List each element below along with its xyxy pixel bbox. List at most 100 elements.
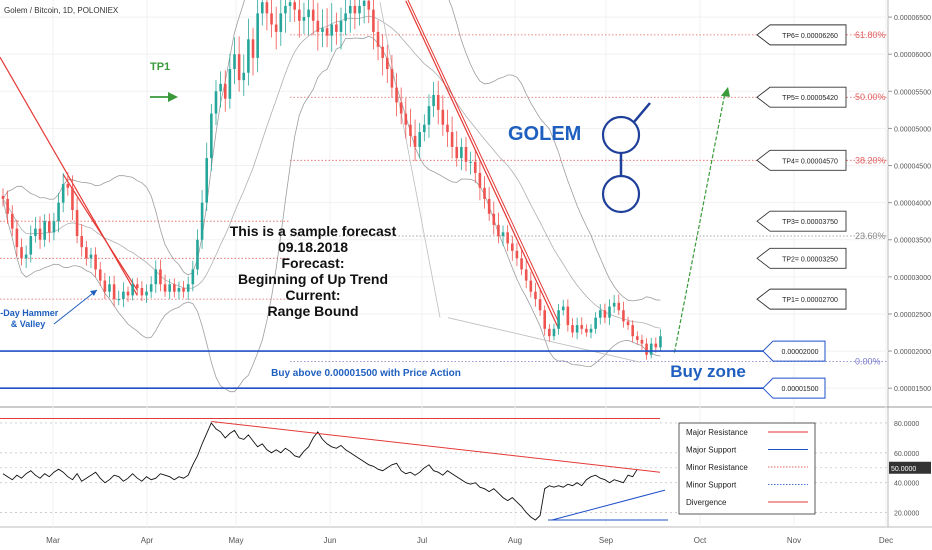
trend-lines	[0, 0, 641, 363]
price-tick-label: 0.00004000	[894, 201, 931, 208]
candle-body	[501, 232, 505, 237]
time-tick-label: Apr	[141, 536, 154, 545]
candle-body	[302, 17, 306, 21]
candle-body	[38, 228, 42, 240]
candle-body	[385, 57, 389, 70]
buy-zone-upper-tag	[762, 340, 826, 362]
candle-body	[48, 221, 51, 233]
candle-body	[196, 239, 199, 270]
candle-body	[325, 28, 329, 36]
time-tick-label: Nov	[787, 536, 801, 545]
candle-body	[85, 247, 88, 259]
legend-label: Divergence	[686, 498, 727, 507]
candle-body	[640, 339, 644, 344]
resistance-line-early	[0, 56, 138, 296]
candle-body	[219, 83, 222, 92]
candle-body	[52, 221, 56, 233]
fib-label: 0.00%	[855, 356, 881, 366]
candle-body	[575, 325, 579, 333]
candle-body	[566, 306, 570, 326]
candle-body	[372, 9, 375, 32]
candle-body	[228, 69, 232, 99]
time-tick-label: Dec	[879, 536, 893, 545]
candle-body	[511, 243, 514, 251]
time-tick-label: Jun	[324, 536, 337, 545]
support-line-gray	[447, 317, 641, 363]
golem-logo	[601, 102, 651, 214]
candle-body	[409, 124, 412, 136]
candle-body	[126, 291, 130, 296]
candle-body	[390, 69, 394, 88]
candle-body	[395, 87, 398, 103]
candle-body	[210, 113, 213, 159]
candle-body	[483, 187, 486, 199]
candle-body	[446, 124, 449, 133]
candle-body	[423, 124, 426, 133]
candle-body	[191, 269, 195, 285]
target-callout-label: TP4= 0.00004570	[782, 158, 838, 165]
buy-zone-lower-tag-label: 0.00001500	[782, 386, 819, 393]
buy-zone-lower-tag	[762, 377, 826, 399]
resistance-line-march	[62, 174, 138, 291]
candle-body	[293, 2, 296, 10]
candle-body	[344, 13, 347, 21]
price-tick-label: 0.00004500	[894, 164, 931, 171]
candle-body	[159, 269, 162, 285]
target-callout	[756, 86, 847, 108]
hammer-pointer	[53, 289, 98, 325]
projection-arrow-head	[721, 86, 730, 97]
candle-body	[284, 5, 287, 14]
target-callout	[756, 288, 847, 310]
candle-body	[557, 310, 560, 329]
candle-body	[469, 161, 472, 163]
legend-label: Minor Support	[686, 481, 737, 490]
target-callout	[756, 149, 847, 171]
indicator-current-value: 50.0000	[891, 466, 916, 473]
candle-body	[659, 336, 662, 348]
candle-body	[335, 24, 338, 32]
candle-body	[381, 46, 384, 58]
candle-body	[260, 2, 264, 14]
target-callout-label: TP1= 0.00002700	[782, 297, 838, 304]
candle-body	[427, 106, 431, 125]
candle-body	[418, 132, 421, 147]
candle-body	[455, 146, 459, 159]
candle-body	[24, 254, 28, 259]
legend-label: Minor Resistance	[686, 463, 748, 472]
candle-body	[279, 13, 283, 32]
candle-body	[288, 2, 292, 6]
candle-body	[223, 83, 227, 99]
candle-body	[168, 284, 171, 292]
projection-arrow-line	[673, 92, 726, 353]
lower-band	[2, 35, 661, 393]
candle-body	[515, 250, 519, 259]
indicator-tick-label: 60.0000	[894, 451, 919, 458]
candle-body	[654, 343, 658, 348]
indicator-current-tag	[889, 461, 931, 474]
price-tick-label: 0.00003000	[894, 275, 931, 282]
target-level-callouts: TP6= 0.00006260 TP5= 0.00005420 TP4= 0.000…	[756, 24, 847, 310]
candle-body	[135, 284, 139, 288]
candle-body	[256, 13, 259, 58]
candle-body	[117, 299, 121, 301]
candle-body	[608, 306, 611, 318]
forecast-line-1: This is a sample forecast	[230, 223, 397, 239]
candle-body	[177, 287, 181, 292]
candle-body	[622, 310, 625, 322]
candle-body	[108, 284, 111, 292]
candle-body	[506, 232, 509, 244]
candle-body	[89, 254, 93, 259]
candle-body	[75, 210, 79, 237]
divergence-line	[211, 420, 661, 473]
legend-label: Major Resistance	[686, 428, 748, 437]
descending-line-gray	[379, 2, 441, 318]
candle-body	[20, 247, 23, 259]
candle-body	[492, 213, 496, 225]
candle-body	[145, 291, 148, 296]
candle-body	[432, 95, 435, 107]
price-tick-label: 0.00002500	[894, 312, 931, 319]
candle-body	[626, 321, 630, 326]
resistance-line-top	[407, 0, 561, 326]
candle-body	[149, 284, 153, 292]
candle-body	[348, 5, 352, 14]
